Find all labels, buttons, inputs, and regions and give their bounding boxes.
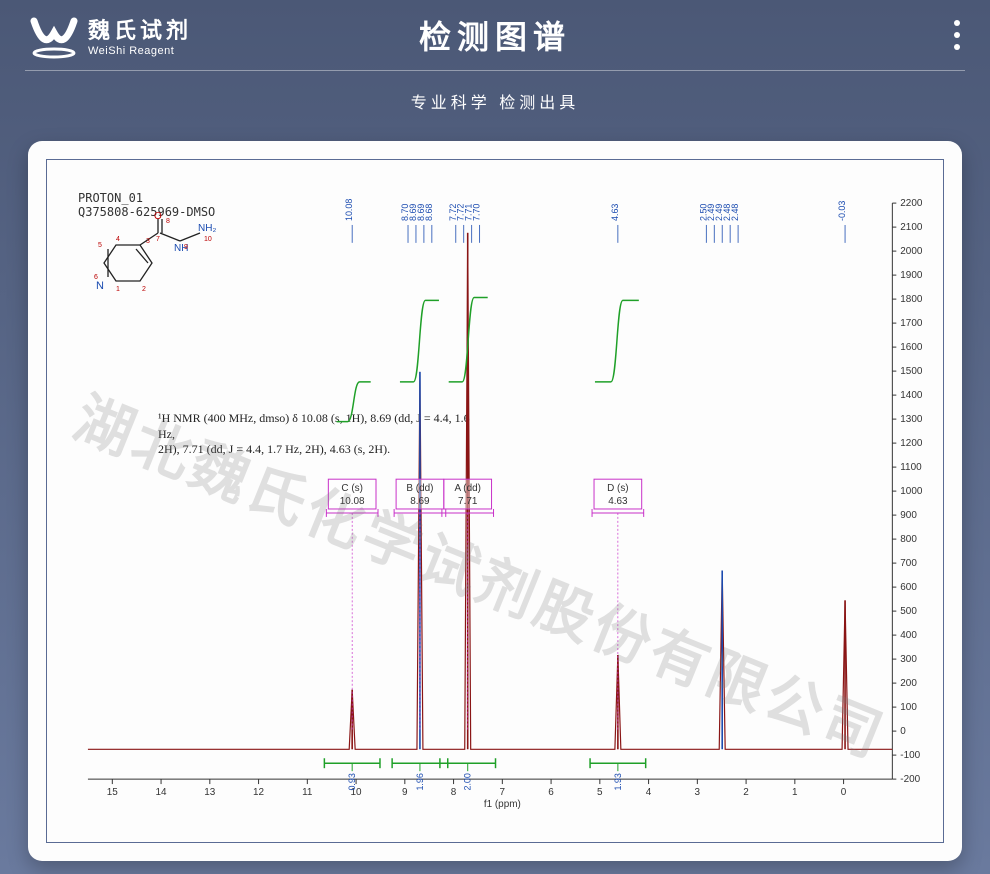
svg-text:B (dd): B (dd) bbox=[406, 483, 433, 494]
report-card: PROTON_01 Q375808-625969-DMSO N O NH N bbox=[28, 141, 962, 861]
svg-text:2200: 2200 bbox=[900, 198, 923, 209]
header: 魏氏试剂 WeiShi Reagent 检测图谱 bbox=[0, 0, 990, 70]
svg-text:2100: 2100 bbox=[900, 222, 923, 233]
svg-text:500: 500 bbox=[900, 606, 917, 617]
svg-text:8.69: 8.69 bbox=[410, 496, 430, 507]
svg-text:1.96: 1.96 bbox=[415, 773, 425, 790]
svg-text:1400: 1400 bbox=[900, 390, 923, 401]
svg-text:2.48: 2.48 bbox=[730, 204, 740, 221]
page-title: 检测图谱 bbox=[419, 12, 571, 58]
svg-text:13: 13 bbox=[204, 787, 216, 798]
svg-text:0: 0 bbox=[841, 787, 847, 798]
svg-text:7: 7 bbox=[500, 787, 506, 798]
svg-text:1100: 1100 bbox=[900, 462, 922, 473]
svg-text:1500: 1500 bbox=[900, 366, 923, 377]
svg-text:1.93: 1.93 bbox=[613, 773, 623, 790]
svg-text:9: 9 bbox=[402, 787, 408, 798]
svg-text:12: 12 bbox=[253, 787, 265, 798]
svg-text:5: 5 bbox=[597, 787, 603, 798]
svg-text:14: 14 bbox=[156, 787, 168, 798]
svg-text:900: 900 bbox=[900, 510, 917, 521]
svg-text:4.63: 4.63 bbox=[608, 496, 628, 507]
svg-text:15: 15 bbox=[107, 787, 119, 798]
svg-text:10.08: 10.08 bbox=[344, 199, 354, 221]
svg-text:6: 6 bbox=[548, 787, 554, 798]
svg-text:1300: 1300 bbox=[900, 414, 923, 425]
svg-text:600: 600 bbox=[900, 582, 917, 593]
svg-text:2000: 2000 bbox=[900, 246, 923, 257]
svg-text:4: 4 bbox=[646, 787, 652, 798]
svg-text:1800: 1800 bbox=[900, 294, 923, 305]
svg-text:300: 300 bbox=[900, 654, 917, 665]
svg-text:1900: 1900 bbox=[900, 270, 923, 281]
svg-text:7.70: 7.70 bbox=[472, 204, 482, 221]
svg-text:800: 800 bbox=[900, 534, 917, 545]
svg-text:11: 11 bbox=[302, 787, 313, 798]
svg-text:200: 200 bbox=[900, 678, 917, 689]
svg-text:D (s): D (s) bbox=[607, 483, 629, 494]
svg-text:8.68: 8.68 bbox=[424, 204, 434, 221]
logo-zh: 魏氏试剂 bbox=[88, 13, 192, 45]
subtitle: 专业科学 检测出具 bbox=[0, 71, 990, 131]
logo-text: 魏氏试剂 WeiShi Reagent bbox=[88, 13, 192, 57]
svg-text:400: 400 bbox=[900, 630, 917, 641]
logo-icon bbox=[30, 11, 78, 59]
svg-text:-100: -100 bbox=[900, 750, 920, 761]
svg-text:f1 (ppm): f1 (ppm) bbox=[484, 799, 521, 810]
svg-text:2: 2 bbox=[743, 787, 749, 798]
svg-text:700: 700 bbox=[900, 558, 917, 569]
svg-text:1600: 1600 bbox=[900, 342, 923, 353]
svg-text:2.00: 2.00 bbox=[463, 773, 473, 790]
svg-text:1: 1 bbox=[792, 787, 798, 798]
chart-area: PROTON_01 Q375808-625969-DMSO N O NH N bbox=[78, 191, 942, 821]
svg-text:0.93: 0.93 bbox=[347, 773, 357, 790]
svg-text:1000: 1000 bbox=[900, 486, 923, 497]
svg-text:-0.03: -0.03 bbox=[837, 201, 847, 221]
svg-text:100: 100 bbox=[900, 702, 917, 713]
svg-text:1200: 1200 bbox=[900, 438, 923, 449]
svg-text:1700: 1700 bbox=[900, 318, 923, 329]
svg-text:8: 8 bbox=[451, 787, 457, 798]
svg-text:4.63: 4.63 bbox=[610, 204, 620, 221]
nmr-spectrum-plot: -200 -100 0 100 200 300 400 500 600 700 800 900 1000… bbox=[78, 191, 942, 821]
svg-text:-200: -200 bbox=[900, 774, 920, 785]
svg-text:A (dd): A (dd) bbox=[454, 483, 480, 494]
svg-text:C (s): C (s) bbox=[341, 483, 362, 494]
svg-text:0: 0 bbox=[900, 726, 906, 737]
logo-en: WeiShi Reagent bbox=[88, 45, 192, 57]
svg-text:7.71: 7.71 bbox=[458, 496, 478, 507]
logo-block: 魏氏试剂 WeiShi Reagent bbox=[30, 11, 192, 59]
svg-text:3: 3 bbox=[695, 787, 701, 798]
svg-text:10.08: 10.08 bbox=[340, 496, 365, 507]
menu-icon[interactable] bbox=[954, 20, 960, 50]
